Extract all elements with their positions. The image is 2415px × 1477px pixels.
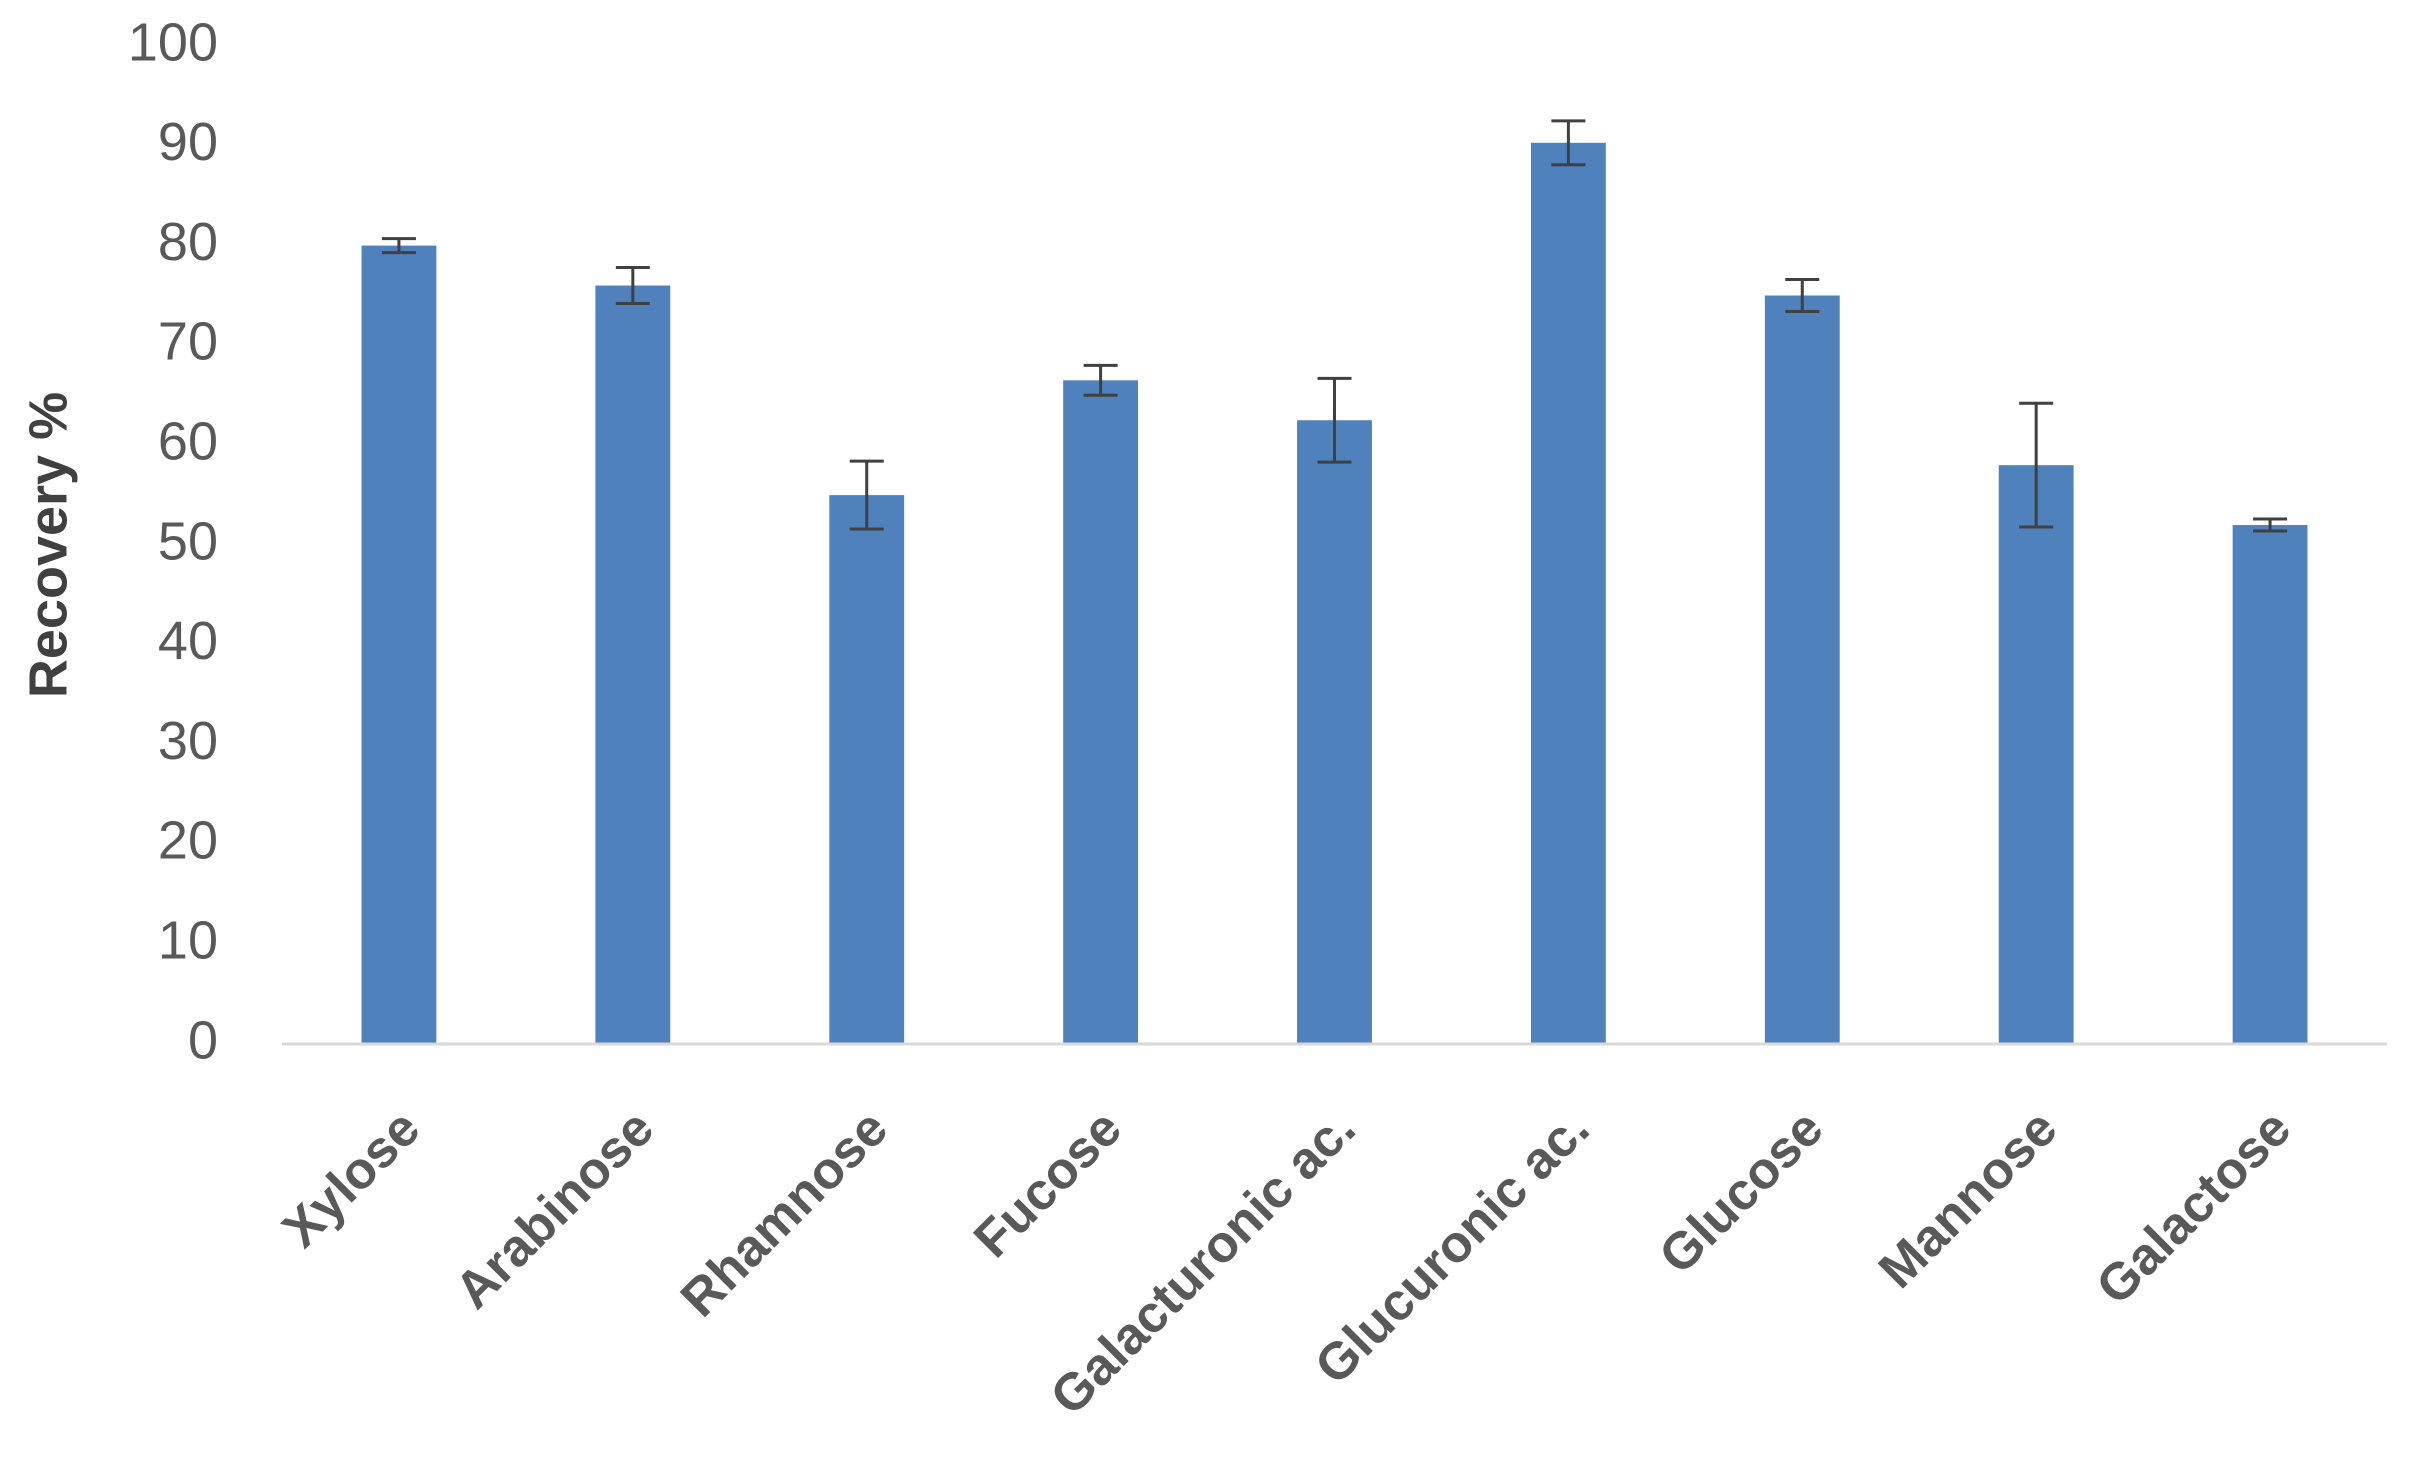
y-tick-label: 20 [158,811,218,871]
y-axis-title: Recovery % [18,392,78,698]
y-tick-label: 60 [158,411,218,471]
x-tick-label: Rhamnose [670,1099,899,1328]
bar [1530,142,1606,1044]
bar [1764,295,1840,1044]
bar [1297,420,1372,1044]
y-tick-label: 0 [188,1010,218,1070]
y-tick-label: 40 [158,611,218,671]
bar [2232,525,2308,1044]
y-tick-label: 10 [158,910,218,970]
bar [595,285,671,1044]
bar [361,245,437,1045]
bar [1998,465,2074,1044]
y-tick-label: 50 [158,511,218,571]
x-tick-label: Xylose [272,1099,432,1259]
bar [829,495,905,1045]
bar [1063,380,1139,1045]
x-tick-label: Arabinose [444,1099,665,1320]
x-tick-label: Fucose [963,1099,1133,1269]
x-tick-label: Glucose [1648,1099,1834,1285]
x-tick-label: Mannose [1868,1099,2068,1299]
y-tick-label: 100 [128,12,218,72]
x-tick-label: Galactose [2085,1099,2302,1316]
y-tick-label: 80 [158,212,218,272]
y-tick-label: 90 [158,112,218,172]
y-tick-label: 30 [158,711,218,771]
y-tick-label: 70 [158,312,218,372]
